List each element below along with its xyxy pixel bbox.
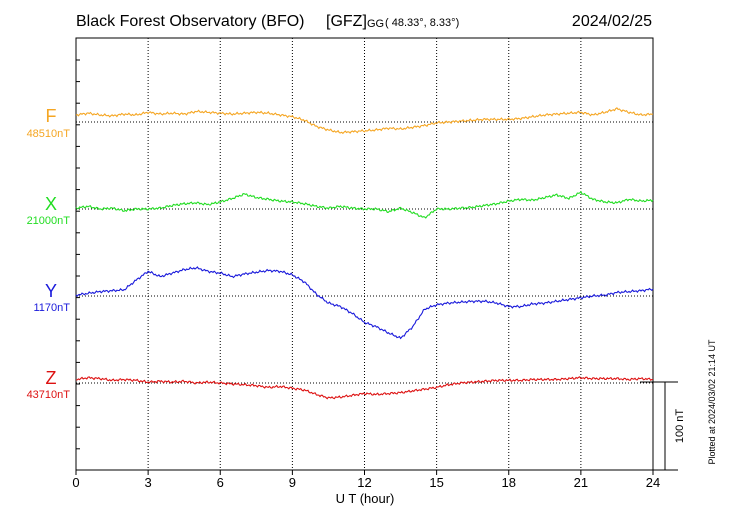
x-tick-label: 3 (145, 475, 152, 490)
vertical-grid (147, 38, 582, 470)
series-line-z (75, 376, 654, 400)
x-tick-label: 0 (72, 475, 79, 490)
series-name-x: X (45, 194, 57, 214)
series-name-f: F (46, 106, 57, 126)
x-tick-label: 21 (574, 475, 588, 490)
series-line-f (75, 107, 654, 135)
x-tick-label: 9 (289, 475, 296, 490)
x-tick-label: 15 (429, 475, 443, 490)
x-tick-label: 18 (502, 475, 516, 490)
series-lines (75, 107, 654, 400)
series-name-z: Z (46, 368, 57, 388)
scale-bar-label: 100 nT (674, 409, 686, 444)
chart-title: Black Forest Observatory (BFO) (76, 13, 305, 30)
x-ticks: 0 3 6 9 12 15 18 21 24 (72, 59, 660, 490)
chart-date: 2024/02/25 (572, 13, 652, 30)
series-baseline-f: 48510nT (27, 128, 71, 140)
x-tick-label: 12 (357, 475, 371, 490)
series-baseline-z: 43710nT (27, 389, 71, 401)
chart-coords: ( 48.33°, 8.33°) (385, 17, 459, 29)
series-line-x (75, 190, 654, 219)
series-baseline-y: 1170nT (34, 302, 71, 314)
plotted-at-label: Plotted at 2024/03/02 21:14 UT (707, 339, 717, 465)
series-name-y: Y (45, 281, 57, 301)
x-axis-label: U T (hour) (336, 491, 395, 506)
chart-source: [GFZ] (326, 13, 367, 30)
x-tick-label: 6 (217, 475, 224, 490)
scale-bar: 100 nT (640, 381, 686, 471)
x-tick-label: 24 (646, 475, 660, 490)
chart-coord-prefix: GG (367, 18, 384, 30)
series-baseline-x: 21000nT (27, 215, 71, 227)
series-line-y (75, 266, 654, 340)
